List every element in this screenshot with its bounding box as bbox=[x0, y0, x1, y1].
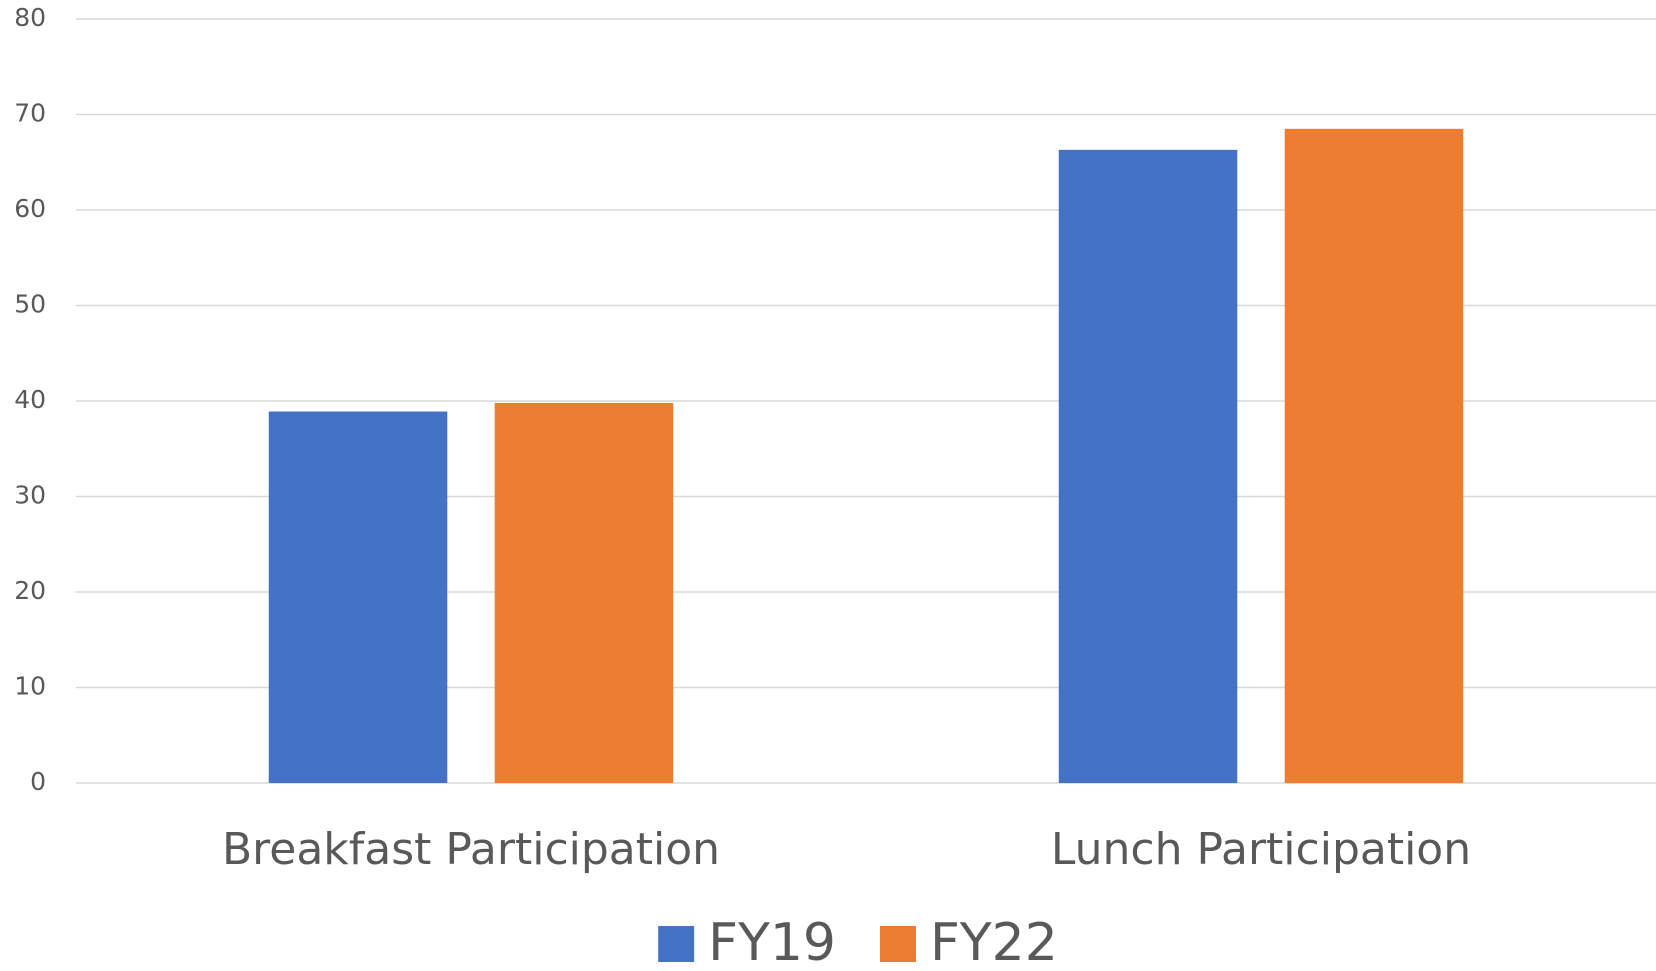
bar bbox=[1284, 128, 1464, 783]
y-tick-label: 80 bbox=[14, 3, 46, 32]
legend-item: FY19 bbox=[658, 913, 836, 971]
y-tick-label: 50 bbox=[14, 290, 46, 319]
y-tick-label: 10 bbox=[14, 672, 46, 701]
legend-swatch bbox=[880, 926, 916, 962]
legend-item: FY22 bbox=[880, 913, 1058, 971]
legend-label: FY22 bbox=[930, 913, 1058, 971]
bar bbox=[268, 411, 448, 783]
y-tick-label: 20 bbox=[14, 576, 46, 605]
y-tick-label: 60 bbox=[14, 194, 46, 223]
y-tick-label: 40 bbox=[14, 385, 46, 414]
legend-label: FY19 bbox=[708, 913, 836, 971]
y-tick-label: 70 bbox=[14, 99, 46, 128]
y-tick-label: 0 bbox=[30, 767, 46, 796]
x-tick-label: Breakfast Participation bbox=[222, 824, 720, 875]
bar bbox=[494, 402, 674, 783]
bar bbox=[1058, 149, 1238, 783]
x-tick-label: Lunch Participation bbox=[1051, 824, 1471, 875]
y-tick-label: 30 bbox=[14, 481, 46, 510]
legend-swatch bbox=[658, 926, 695, 962]
